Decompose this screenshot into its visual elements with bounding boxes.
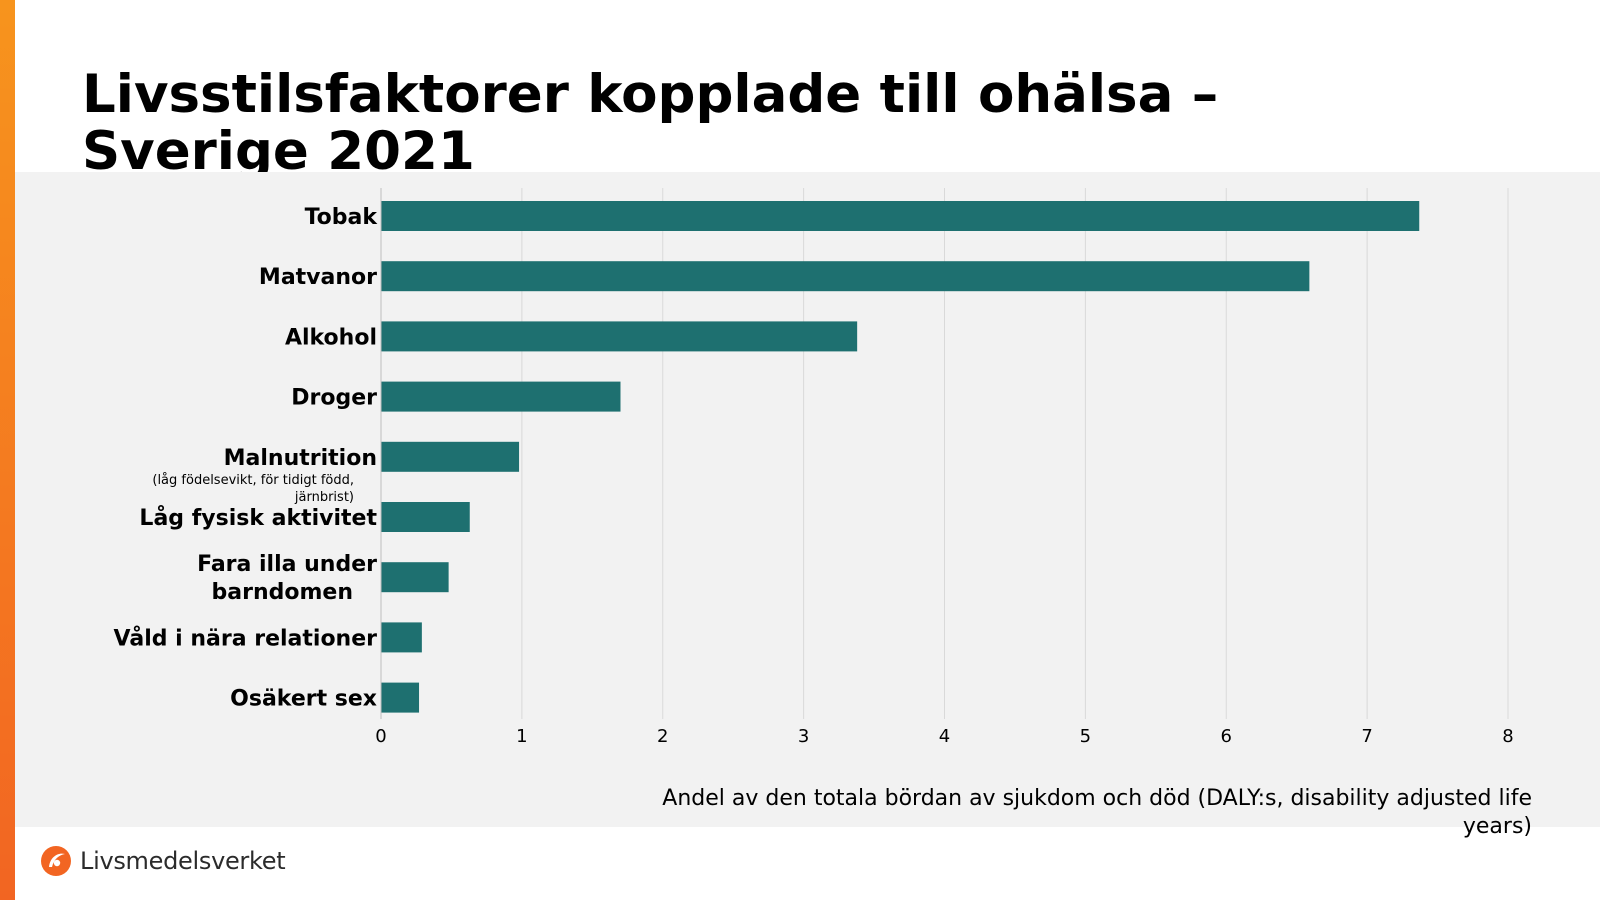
bar <box>381 381 621 412</box>
category-label: Matvanor <box>259 265 377 290</box>
bar <box>381 441 520 472</box>
category-label: Malnutrition <box>224 446 377 471</box>
bar <box>381 502 470 532</box>
category-label: Tobak <box>305 205 379 230</box>
bar-chart: 0 1 2 3 4 5 6 7 8 Tobak Matvanor Alkohol Droger Malnu… <box>114 188 1514 747</box>
bar <box>381 622 422 653</box>
x-tick-label: 1 <box>516 726 527 747</box>
accent-bar <box>0 0 15 900</box>
x-tick-label: 8 <box>1502 726 1513 747</box>
x-axis-label: Andel av den totala bördan av sjukdom oc… <box>662 786 1532 839</box>
x-tick-label: 4 <box>939 726 950 747</box>
chart-panel: 0 1 2 3 4 5 6 7 8 Tobak Matvanor Alkohol Droger Malnu… <box>15 172 1600 827</box>
slide-title: Livsstilsfaktorer kopplade till ohälsa –… <box>82 64 1219 182</box>
x-tick-label: 3 <box>798 726 809 747</box>
category-note: (låg födelsevikt, för tidigt född, järnbr… <box>152 473 354 505</box>
x-tick-label: 5 <box>1080 726 1091 747</box>
category-label: Fara illa under barndomen <box>197 552 377 605</box>
brand-logo: Livsmedelsverket <box>40 843 286 879</box>
category-label: Droger <box>291 386 377 411</box>
x-tick-label: 2 <box>657 726 668 747</box>
x-tick-label: 7 <box>1361 726 1372 747</box>
category-label: Låg fysisk aktivitet <box>139 505 377 531</box>
bar <box>381 261 1310 292</box>
x-tick-label: 6 <box>1221 726 1232 747</box>
category-label: Våld i nära relationer <box>114 625 378 651</box>
brand-name: Livsmedelsverket <box>80 847 286 875</box>
livsmedelsverket-logo-icon <box>41 846 71 876</box>
category-label: Alkohol <box>285 325 377 350</box>
x-tick-label: 0 <box>375 726 386 747</box>
bar <box>381 201 1420 231</box>
bar <box>381 562 449 593</box>
bar <box>381 321 858 352</box>
bar <box>381 682 420 713</box>
category-label: Osäkert sex <box>230 687 377 712</box>
